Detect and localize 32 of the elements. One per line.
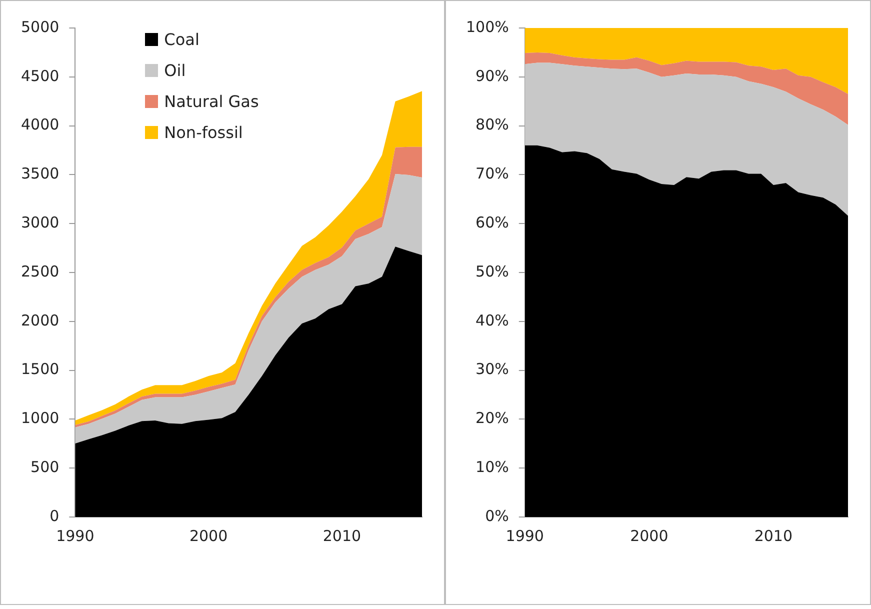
y-tick-label: 5000	[20, 18, 60, 36]
y-tick-label: 70%	[476, 164, 509, 183]
y-tick-label: 2000	[20, 311, 60, 330]
y-tick-label: 1000	[20, 409, 60, 428]
legend-label: Coal	[164, 30, 200, 49]
y-tick-label: 30%	[476, 360, 509, 378]
y-tick-label: 4500	[20, 66, 60, 85]
y-tick-label: 2500	[20, 262, 60, 280]
y-tick-label: 1500	[20, 360, 60, 378]
x-tick-label: 2000	[630, 526, 668, 545]
y-tick-label: 0%	[485, 506, 509, 525]
y-tick-label: 80%	[476, 116, 509, 134]
y-tick-label: 60%	[476, 213, 509, 232]
y-tick-label: 3500	[20, 164, 60, 183]
x-tick-label: 2010	[322, 526, 362, 545]
legend-label: Natural Gas	[164, 92, 259, 111]
y-tick-label: 3000	[20, 213, 60, 232]
y-tick-label: 0	[50, 506, 60, 525]
y-tick-label: 500	[30, 458, 60, 476]
y-tick-label: 90%	[476, 66, 509, 85]
x-tick-label: 1990	[506, 526, 544, 545]
y-tick-label: 20%	[476, 409, 509, 428]
x-tick-label: 1990	[56, 526, 94, 545]
y-tick-label: 100%	[466, 18, 509, 36]
legend-label: Oil	[164, 61, 186, 80]
y-tick-label: 40%	[476, 311, 509, 330]
legend-label: Non-fossil	[164, 123, 243, 142]
y-tick-label: 50%	[476, 262, 509, 280]
x-tick-label: 2000	[189, 526, 228, 545]
x-tick-label: 2010	[754, 526, 793, 545]
y-tick-label: 4000	[20, 116, 60, 134]
y-tick-label: 10%	[476, 458, 509, 476]
